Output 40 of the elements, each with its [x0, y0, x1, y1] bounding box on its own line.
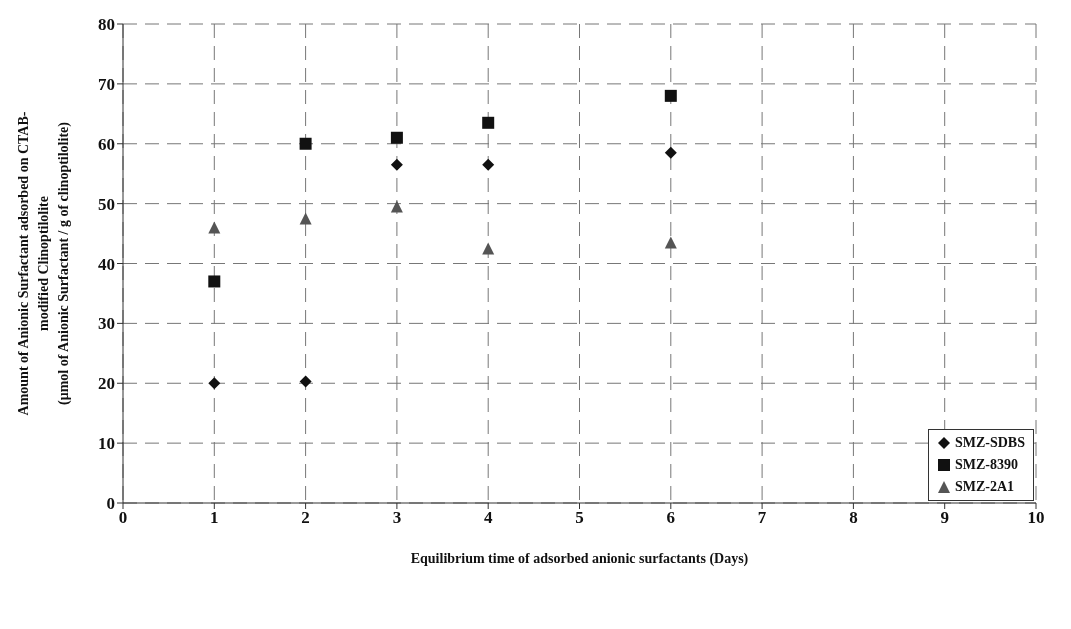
x-tick-label: 7	[757, 508, 767, 528]
x-axis-title: Equilibrium time of adsorbed anionic surfactants (Days)	[410, 551, 749, 567]
point	[390, 131, 403, 144]
y-tick-label: 40	[98, 254, 115, 274]
point	[482, 158, 495, 171]
x-tick-label: 4	[483, 508, 493, 528]
point	[390, 158, 403, 171]
x-tick-label: 2	[301, 508, 310, 528]
x-tick-label: 5	[575, 508, 584, 528]
y-tick-label: 0	[106, 494, 115, 514]
point	[482, 242, 495, 255]
point	[482, 116, 495, 129]
y-tick-label: 20	[98, 374, 115, 394]
x-tick-label: 3	[392, 508, 402, 528]
point	[208, 377, 221, 390]
y-tick-label: 10	[98, 434, 115, 454]
legend-label: SMZ-8390	[954, 456, 1018, 474]
x-tick-label: 1	[210, 508, 219, 528]
point	[664, 146, 677, 159]
point	[208, 275, 221, 288]
x-tick-label: 8	[849, 508, 858, 528]
y-tick-label: 30	[98, 314, 115, 334]
y-axis-title: Amount of Anionic Surfactant adsorbed on CTAB- modified Clinoptilolite (μmol of Anionic Surfactant / g of clinoptilolite)	[16, 111, 72, 416]
y-tick-label: 80	[98, 15, 115, 35]
point	[208, 221, 221, 234]
point	[664, 89, 677, 102]
x-tick-label: 0	[118, 508, 128, 528]
legend-label: SMZ-SDBS	[954, 434, 1025, 452]
y-tick-label: 70	[98, 74, 115, 94]
y-tick-label: 50	[98, 194, 115, 214]
y-tick-label: 60	[98, 134, 115, 154]
x-tick-label: 6	[666, 508, 676, 528]
point	[299, 375, 312, 388]
point	[664, 236, 677, 249]
x-tick-label: 9	[940, 508, 949, 528]
x-tick-label: 10	[1027, 508, 1045, 528]
legend-label: SMZ-2A1	[954, 478, 1015, 496]
point	[299, 137, 312, 150]
point	[390, 200, 403, 213]
point	[299, 212, 312, 225]
